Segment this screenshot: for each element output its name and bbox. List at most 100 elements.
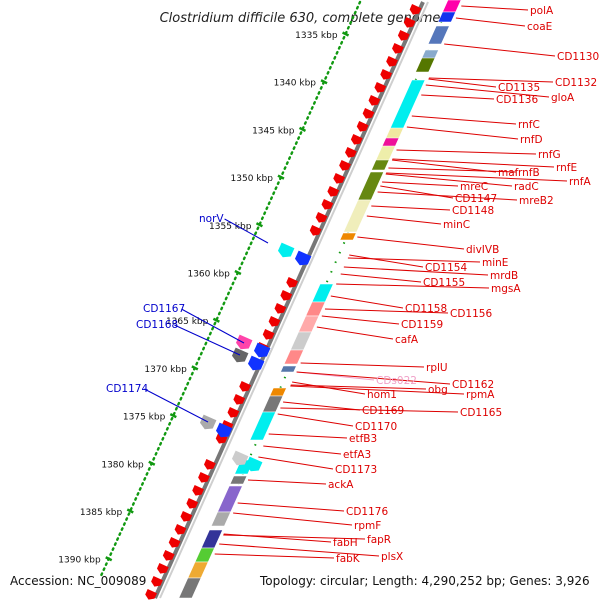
gene-label-fabh[interactable]: fabH — [333, 537, 358, 549]
gene-label-mgsa[interactable]: mgsA — [491, 283, 521, 295]
gene-label-cd1176[interactable]: CD1176 — [346, 506, 388, 518]
gene-label-mrec[interactable]: mreC — [460, 181, 488, 193]
gene-label-rnfd[interactable]: rnfD — [520, 134, 543, 146]
scale-tick — [298, 126, 307, 133]
gene-arrow-red — [268, 316, 281, 327]
gene-label-mrdb[interactable]: mrdB — [490, 270, 518, 282]
gene-label-cd1136[interactable]: CD1136 — [496, 94, 538, 106]
accession-text: Accession: NC_009089 — [10, 574, 147, 588]
gene-labels: polA coaE CD1130 CD1132 CD1135 gloA CD1136 rnfC… — [106, 5, 599, 565]
gene-arrow-red — [233, 394, 246, 405]
gene-label-cd1173[interactable]: CD1173 — [335, 464, 377, 476]
gene-label-gloa[interactable]: gloA — [551, 92, 575, 104]
gene-label-minc[interactable]: minC — [443, 219, 470, 231]
gene-label-cd1159[interactable]: CD1159 — [401, 319, 443, 331]
gene-label-cd1155[interactable]: CD1155 — [423, 277, 465, 289]
leader-line — [280, 407, 459, 413]
gene-label-cd1135[interactable]: CD1135 — [498, 82, 540, 94]
map-title: Clostridium difficile 630, complete geno… — [160, 11, 441, 26]
gene-arrow-left — [231, 450, 249, 466]
gene-label-rnfa[interactable]: rnfA — [569, 176, 591, 188]
leader-line — [386, 172, 568, 182]
gene-label-rnfe[interactable]: rnfE — [556, 162, 577, 174]
gene-arrow-left — [294, 250, 312, 266]
gene-arrow-red — [350, 134, 363, 145]
gene-label-cd1147[interactable]: CD1147 — [455, 193, 497, 205]
scale-tick — [191, 365, 199, 371]
gene-label-hom1[interactable]: hom1 — [367, 389, 397, 401]
gene-arrow-left — [245, 456, 263, 472]
gene-label-cd1170[interactable]: CD1170 — [355, 421, 397, 433]
gene-arrow-red — [274, 303, 287, 314]
gene-label-cd1167[interactable]: CD1167 — [143, 303, 185, 315]
gene-label-rplu[interactable]: rplU — [426, 362, 448, 374]
gene-label-maf[interactable]: maf — [498, 167, 519, 179]
leader-line — [391, 159, 497, 173]
gene-label-rpma[interactable]: rpmA — [466, 389, 495, 401]
gene-arrow-red — [403, 17, 416, 28]
gene-label-divivb[interactable]: divIVB — [466, 244, 499, 256]
gene-label-cd1174[interactable]: CD1174 — [106, 383, 148, 395]
gene-label-rnfc[interactable]: rnfC — [518, 119, 540, 131]
gene-arrow-red — [168, 537, 181, 548]
gene-label-cd1158[interactable]: CD1158 — [405, 303, 447, 315]
gene-label-cd1130[interactable]: CD1130 — [557, 51, 599, 63]
scale-tick — [126, 508, 134, 514]
scale-tick — [212, 317, 220, 323]
gene-label-acka[interactable]: ackA — [328, 479, 354, 491]
leader-line — [343, 266, 489, 276]
gene-arrow-red — [186, 498, 199, 509]
gene-label-norv[interactable]: norV — [199, 213, 224, 225]
gene-block — [262, 395, 284, 413]
gene-label-mine[interactable]: minE — [482, 257, 508, 269]
gene-label-coae[interactable]: coaE — [527, 21, 552, 33]
gene-label-cd1154[interactable]: CD1154 — [425, 262, 467, 274]
gene-block — [371, 159, 390, 171]
label-leaders — [144, 5, 568, 559]
leader-line-left — [224, 218, 269, 244]
gene-label-radc[interactable]: radC — [514, 181, 539, 193]
feature-track — [145, 0, 462, 600]
gene-label-cd1169[interactable]: CD1169 — [362, 405, 404, 417]
leader-line — [425, 84, 550, 98]
gene-label-fabk[interactable]: fabK — [336, 553, 361, 565]
gene-label-rnfg[interactable]: rnfG — [538, 149, 561, 161]
leader-line — [421, 94, 495, 100]
scale-label: 1345 kbp — [252, 126, 295, 136]
gene-arrow-red — [374, 82, 387, 93]
leader-line — [223, 533, 332, 543]
leader-line — [214, 553, 335, 559]
gene-label-obg[interactable]: obg — [428, 384, 448, 396]
gene-label-cd1165[interactable]: CD1165 — [460, 407, 502, 419]
gene-label-plsx[interactable]: plsX — [381, 551, 403, 563]
scale-label: 1360 kbp — [187, 270, 230, 280]
leader-line — [428, 78, 497, 88]
gene-label-cd1168[interactable]: CD1168 — [136, 319, 178, 331]
gene-block — [343, 199, 372, 233]
gene-label-cd1132[interactable]: CD1132 — [555, 77, 597, 89]
gene-label-fapr[interactable]: fapR — [367, 534, 391, 546]
gene-label-etfa3[interactable]: etfA3 — [343, 449, 371, 461]
gene-block — [311, 283, 334, 303]
gene-label-cd1156[interactable]: CD1156 — [450, 308, 492, 320]
gene-label-etfb3[interactable]: etfB3 — [349, 433, 377, 445]
gene-label-cafa[interactable]: cafA — [395, 334, 419, 346]
scale-dotted-line — [98, 0, 362, 580]
topology-text: Topology: circular; Length: 4,290,252 bp… — [260, 574, 590, 588]
gene-label-rnfb[interactable]: rnfB — [518, 167, 540, 179]
backbone — [153, 1, 451, 599]
gene-label-cds022[interactable]: CDs022 — [376, 375, 417, 387]
leader-line — [219, 543, 380, 557]
leader-line — [382, 181, 459, 187]
gene-label-cd1148[interactable]: CD1148 — [452, 205, 494, 217]
leader-line — [455, 17, 526, 27]
leader-line — [263, 445, 342, 455]
gene-label-pola[interactable]: polA — [530, 5, 554, 17]
gene-label-cd1162[interactable]: CD1162 — [452, 379, 494, 391]
gene-arrow-red — [286, 277, 298, 288]
gene-block — [249, 411, 276, 441]
gene-label-mreb2[interactable]: mreB2 — [519, 195, 554, 207]
gene-label-rpmf[interactable]: rpmF — [354, 520, 381, 532]
gene-arrow-red — [198, 472, 210, 483]
